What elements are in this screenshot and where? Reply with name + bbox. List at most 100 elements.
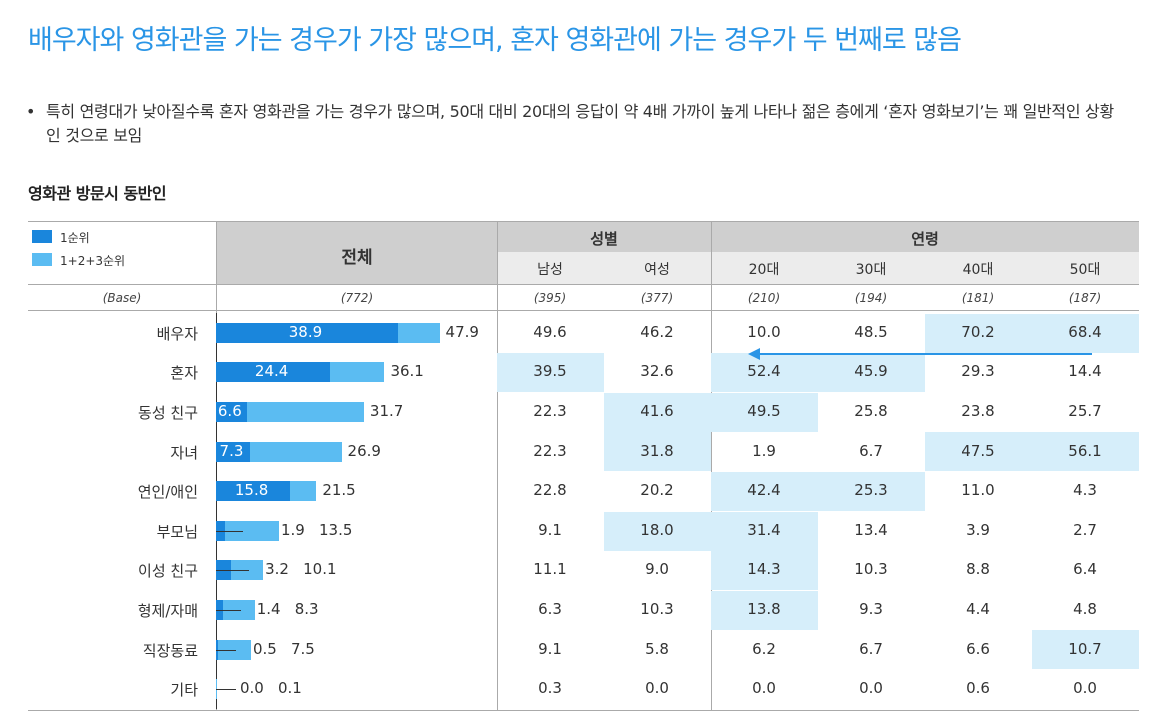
table-cell: 4.8 [1073,600,1097,618]
table-cell: 56.1 [1068,441,1102,460]
bullet-note: • 특히 연령대가 낮아질수록 혼자 영화관을 가는 경우가 많으며, 50대 … [26,100,1126,148]
divider-gender [497,221,498,710]
table-cell: 1.9 [752,441,776,460]
table-cell: 0.3 [538,679,562,698]
table-cell: 31.4 [747,520,781,539]
bar-rank123 [216,520,279,541]
column-header: 여성 [644,262,670,278]
divider-age [711,221,712,710]
header-total: 전체 [341,248,373,268]
legend-label-rank123: 1+2+3순위 [60,254,126,268]
table-cell: 23.8 [961,402,995,420]
table-cell: 18.0 [640,520,674,539]
table-cell: 14.3 [747,560,781,579]
bar-rank1-label: 7.3 [219,441,244,460]
column-header: 남성 [537,262,563,278]
header-gender: 성별 [590,230,618,248]
highlight-cell [711,471,818,511]
rank1-leader-line [216,649,237,651]
table-cell: 13.4 [854,520,888,539]
header-group-bg [497,222,1139,252]
base-total: (772) [340,291,374,305]
bar-rank1-label: 0.0 [240,679,264,698]
table-cell: 0.0 [645,679,669,698]
row-label: 기타 [170,681,198,700]
highlight-cell [711,353,818,393]
column-base: (210) [747,291,781,305]
bar-rank123-label: 0.1 [278,679,302,698]
table-cell: 6.4 [1073,560,1097,579]
bar-rank1 [216,481,290,502]
table-cell: 6.2 [752,639,776,658]
table-cell: 0.0 [859,679,883,698]
table-cell: 31.8 [640,441,674,460]
rank1-leader-line [216,570,249,572]
trend-arrow-head [748,348,760,360]
bar-rank1-label: 0.5 [253,639,277,658]
table-cell: 9.1 [538,639,562,658]
table-cell: 20.2 [640,481,674,500]
table-cell: 25.3 [854,481,888,500]
table-cell: 25.7 [1068,402,1102,420]
column-base: (187) [1068,291,1102,305]
row-label: 연인/애인 [137,483,198,502]
column-header: 50대 [1069,262,1101,278]
table-cell: 8.8 [966,560,990,579]
bar-rank1-label: 15.8 [234,481,269,500]
table-cell: 10.0 [747,322,781,341]
highlight-cell [925,432,1032,472]
highlight-cell [711,392,818,432]
table-cell: 41.6 [640,402,674,420]
base-label: (Base) [102,291,142,305]
highlight-cell [1032,313,1139,353]
bar-rank1 [216,441,251,462]
column-header: 30대 [855,262,887,278]
table-bottom-line [28,710,1139,711]
bar-rank1-label: 6.6 [217,402,242,420]
bar-rank1-label: 1.9 [281,520,305,539]
bar-rank123-label: 26.9 [347,441,381,460]
header-age: 연령 [911,230,939,248]
bar-rank123-label: 7.5 [291,639,315,658]
table-cell: 22.3 [533,441,567,460]
header-sub-bg [497,252,1139,284]
rank1-leader-line [216,530,243,532]
bar-rank1-label: 38.9 [288,322,323,341]
table-cell: 70.2 [961,322,995,341]
bullet-text: 특히 연령대가 낮아질수록 혼자 영화관을 가는 경우가 많으며, 50대 대비… [46,102,1114,145]
highlight-cell [497,353,604,393]
header-top-line [28,221,1139,222]
table-cell: 6.7 [859,639,883,658]
table-cell: 10.7 [1068,639,1102,658]
table-cell: 49.6 [533,322,567,341]
table-cell: 68.4 [1068,322,1102,341]
highlight-cell [711,551,818,591]
table-cell: 4.4 [966,600,990,618]
bar-rank1-label: 1.4 [256,600,281,618]
row-label: 부모님 [156,522,198,541]
table-cell: 10.3 [640,600,674,618]
highlight-cell [818,353,925,393]
table-cell: 29.3 [961,362,995,381]
highlight-cell [818,471,925,511]
header-total-bg [216,222,497,284]
bar-rank1-label: 3.2 [265,560,289,579]
row-label: 배우자 [156,324,198,343]
table-cell: 22.3 [533,402,567,420]
bar-rank123-label: 36.1 [390,362,424,381]
highlight-cell [711,511,818,551]
column-header: 20대 [748,262,780,278]
table-cell: 22.8 [533,481,567,500]
bar-rank1-label: 24.4 [254,362,289,381]
bar-rank123-label: 8.3 [294,600,319,618]
bar-rank123-label: 47.9 [445,322,479,341]
table-cell: 48.5 [854,322,888,341]
bar-rank123-label: 10.1 [303,560,337,579]
bar-rank123-label: 21.5 [322,481,356,500]
table-cell: 32.6 [640,362,674,381]
table-cell: 9.1 [538,520,562,539]
table-cell: 49.5 [747,402,781,420]
base-bottom-line [28,310,1139,311]
bar-rank1 [216,322,398,343]
table-cell: 46.2 [640,322,674,341]
